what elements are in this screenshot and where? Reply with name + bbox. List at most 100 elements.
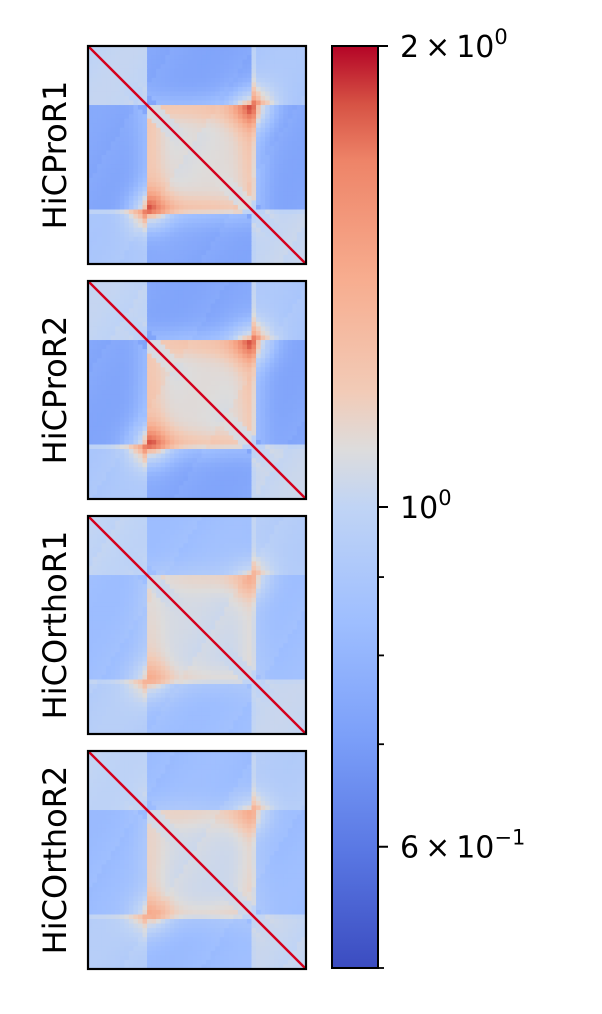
heatmap-cell (233, 308, 239, 314)
heatmap-cell (128, 204, 135, 211)
heatmap-cell (192, 489, 198, 496)
heatmap-cell (165, 200, 171, 206)
heatmap-cell (187, 182, 194, 188)
heatmap-cell (206, 105, 212, 111)
heatmap-cell (178, 326, 184, 332)
heatmap-cell (106, 105, 112, 111)
heatmap-cell (215, 525, 221, 531)
heatmap-cell (151, 326, 157, 332)
heatmap-cell (151, 439, 157, 446)
heatmap-cell (242, 164, 248, 170)
heatmap-cell (210, 182, 216, 188)
heatmap-cell (206, 299, 212, 305)
heatmap-cell (237, 412, 244, 418)
heatmap-cell (147, 538, 153, 544)
heatmap-cell (128, 214, 135, 220)
heatmap-cell (301, 218, 307, 224)
heatmap-cell (106, 281, 112, 287)
heatmap-cell (237, 214, 244, 220)
heatmap-cell (201, 371, 207, 377)
heatmap-cell (292, 367, 298, 373)
heatmap-cell (237, 435, 244, 441)
heatmap-cell (119, 458, 125, 464)
heatmap-cell (101, 340, 107, 346)
heatmap-cell (269, 55, 275, 61)
heatmap-cell (215, 186, 221, 192)
heatmap-cell (242, 390, 248, 396)
heatmap-cell (210, 439, 216, 446)
heatmap-cell (151, 399, 157, 405)
heatmap-cell (292, 421, 298, 427)
heatmap-cell (246, 538, 253, 544)
heatmap-cell (101, 168, 107, 174)
heatmap-cell (115, 367, 121, 373)
heatmap-cell (265, 285, 271, 291)
heatmap-cell (219, 285, 225, 291)
heatmap-cell (115, 344, 121, 350)
heatmap-cell (260, 136, 266, 142)
heatmap-cell (233, 159, 239, 165)
heatmap-cell (301, 281, 307, 287)
heatmap-cell (106, 100, 112, 106)
heatmap-cell (119, 250, 125, 256)
heatmap-cell (201, 340, 207, 346)
heatmap-cell (224, 204, 230, 211)
heatmap-cell (101, 218, 107, 224)
heatmap-cell (156, 367, 162, 373)
heatmap-cell (246, 344, 253, 350)
heatmap-cell (151, 204, 157, 211)
heatmap-cell (147, 132, 153, 138)
heatmap-cell (156, 353, 162, 359)
heatmap-cell (265, 476, 271, 482)
heatmap-cell (156, 399, 162, 405)
heatmap-cell (278, 380, 284, 387)
heatmap-cell (147, 95, 153, 102)
heatmap-cell (137, 480, 144, 486)
heatmap-cell (137, 371, 144, 377)
heatmap-cell (292, 317, 298, 323)
heatmap-cell (147, 195, 153, 202)
heatmap-cell (160, 520, 166, 526)
heatmap-cell (147, 408, 153, 414)
heatmap-cell (119, 453, 125, 459)
heatmap-cell (265, 344, 271, 350)
heatmap-cell (197, 340, 203, 346)
heatmap-cell (237, 462, 244, 468)
heatmap-cell (201, 480, 207, 486)
heatmap-cell (151, 543, 157, 549)
heatmap-cell (106, 159, 112, 165)
heatmap-cell (92, 259, 98, 265)
heatmap-cell (147, 312, 153, 318)
heatmap-cell (265, 236, 271, 242)
heatmap-cell (156, 155, 162, 161)
heatmap-cell (228, 227, 234, 233)
heatmap-cell (92, 241, 98, 247)
heatmap-cell (197, 326, 203, 332)
heatmap-cell (133, 317, 139, 323)
heatmap-cell (160, 529, 166, 535)
heatmap-cell (151, 525, 157, 531)
heatmap-cell (124, 109, 130, 115)
heatmap-cell (97, 340, 103, 346)
heatmap-cell (283, 303, 289, 309)
heatmap-cell (215, 141, 221, 147)
heatmap-cell (237, 376, 244, 382)
heatmap-cell (301, 250, 307, 256)
heatmap-cell (287, 403, 293, 409)
heatmap-cell (274, 73, 280, 79)
heatmap-cell (187, 186, 194, 192)
heatmap-cell (287, 141, 293, 147)
heatmap-cell (278, 312, 284, 318)
heatmap-cell (283, 59, 289, 65)
heatmap-cell (274, 349, 280, 355)
heatmap-cell (242, 371, 248, 377)
heatmap-cell (215, 100, 221, 106)
heatmap-cell (187, 236, 194, 242)
heatmap-cell (187, 254, 194, 261)
heatmap-cell (287, 308, 293, 314)
heatmap-cell (106, 132, 112, 138)
heatmap-cell (296, 462, 303, 468)
heatmap-cell (169, 303, 175, 309)
heatmap-cell (119, 467, 125, 473)
heatmap-cell (197, 480, 203, 486)
